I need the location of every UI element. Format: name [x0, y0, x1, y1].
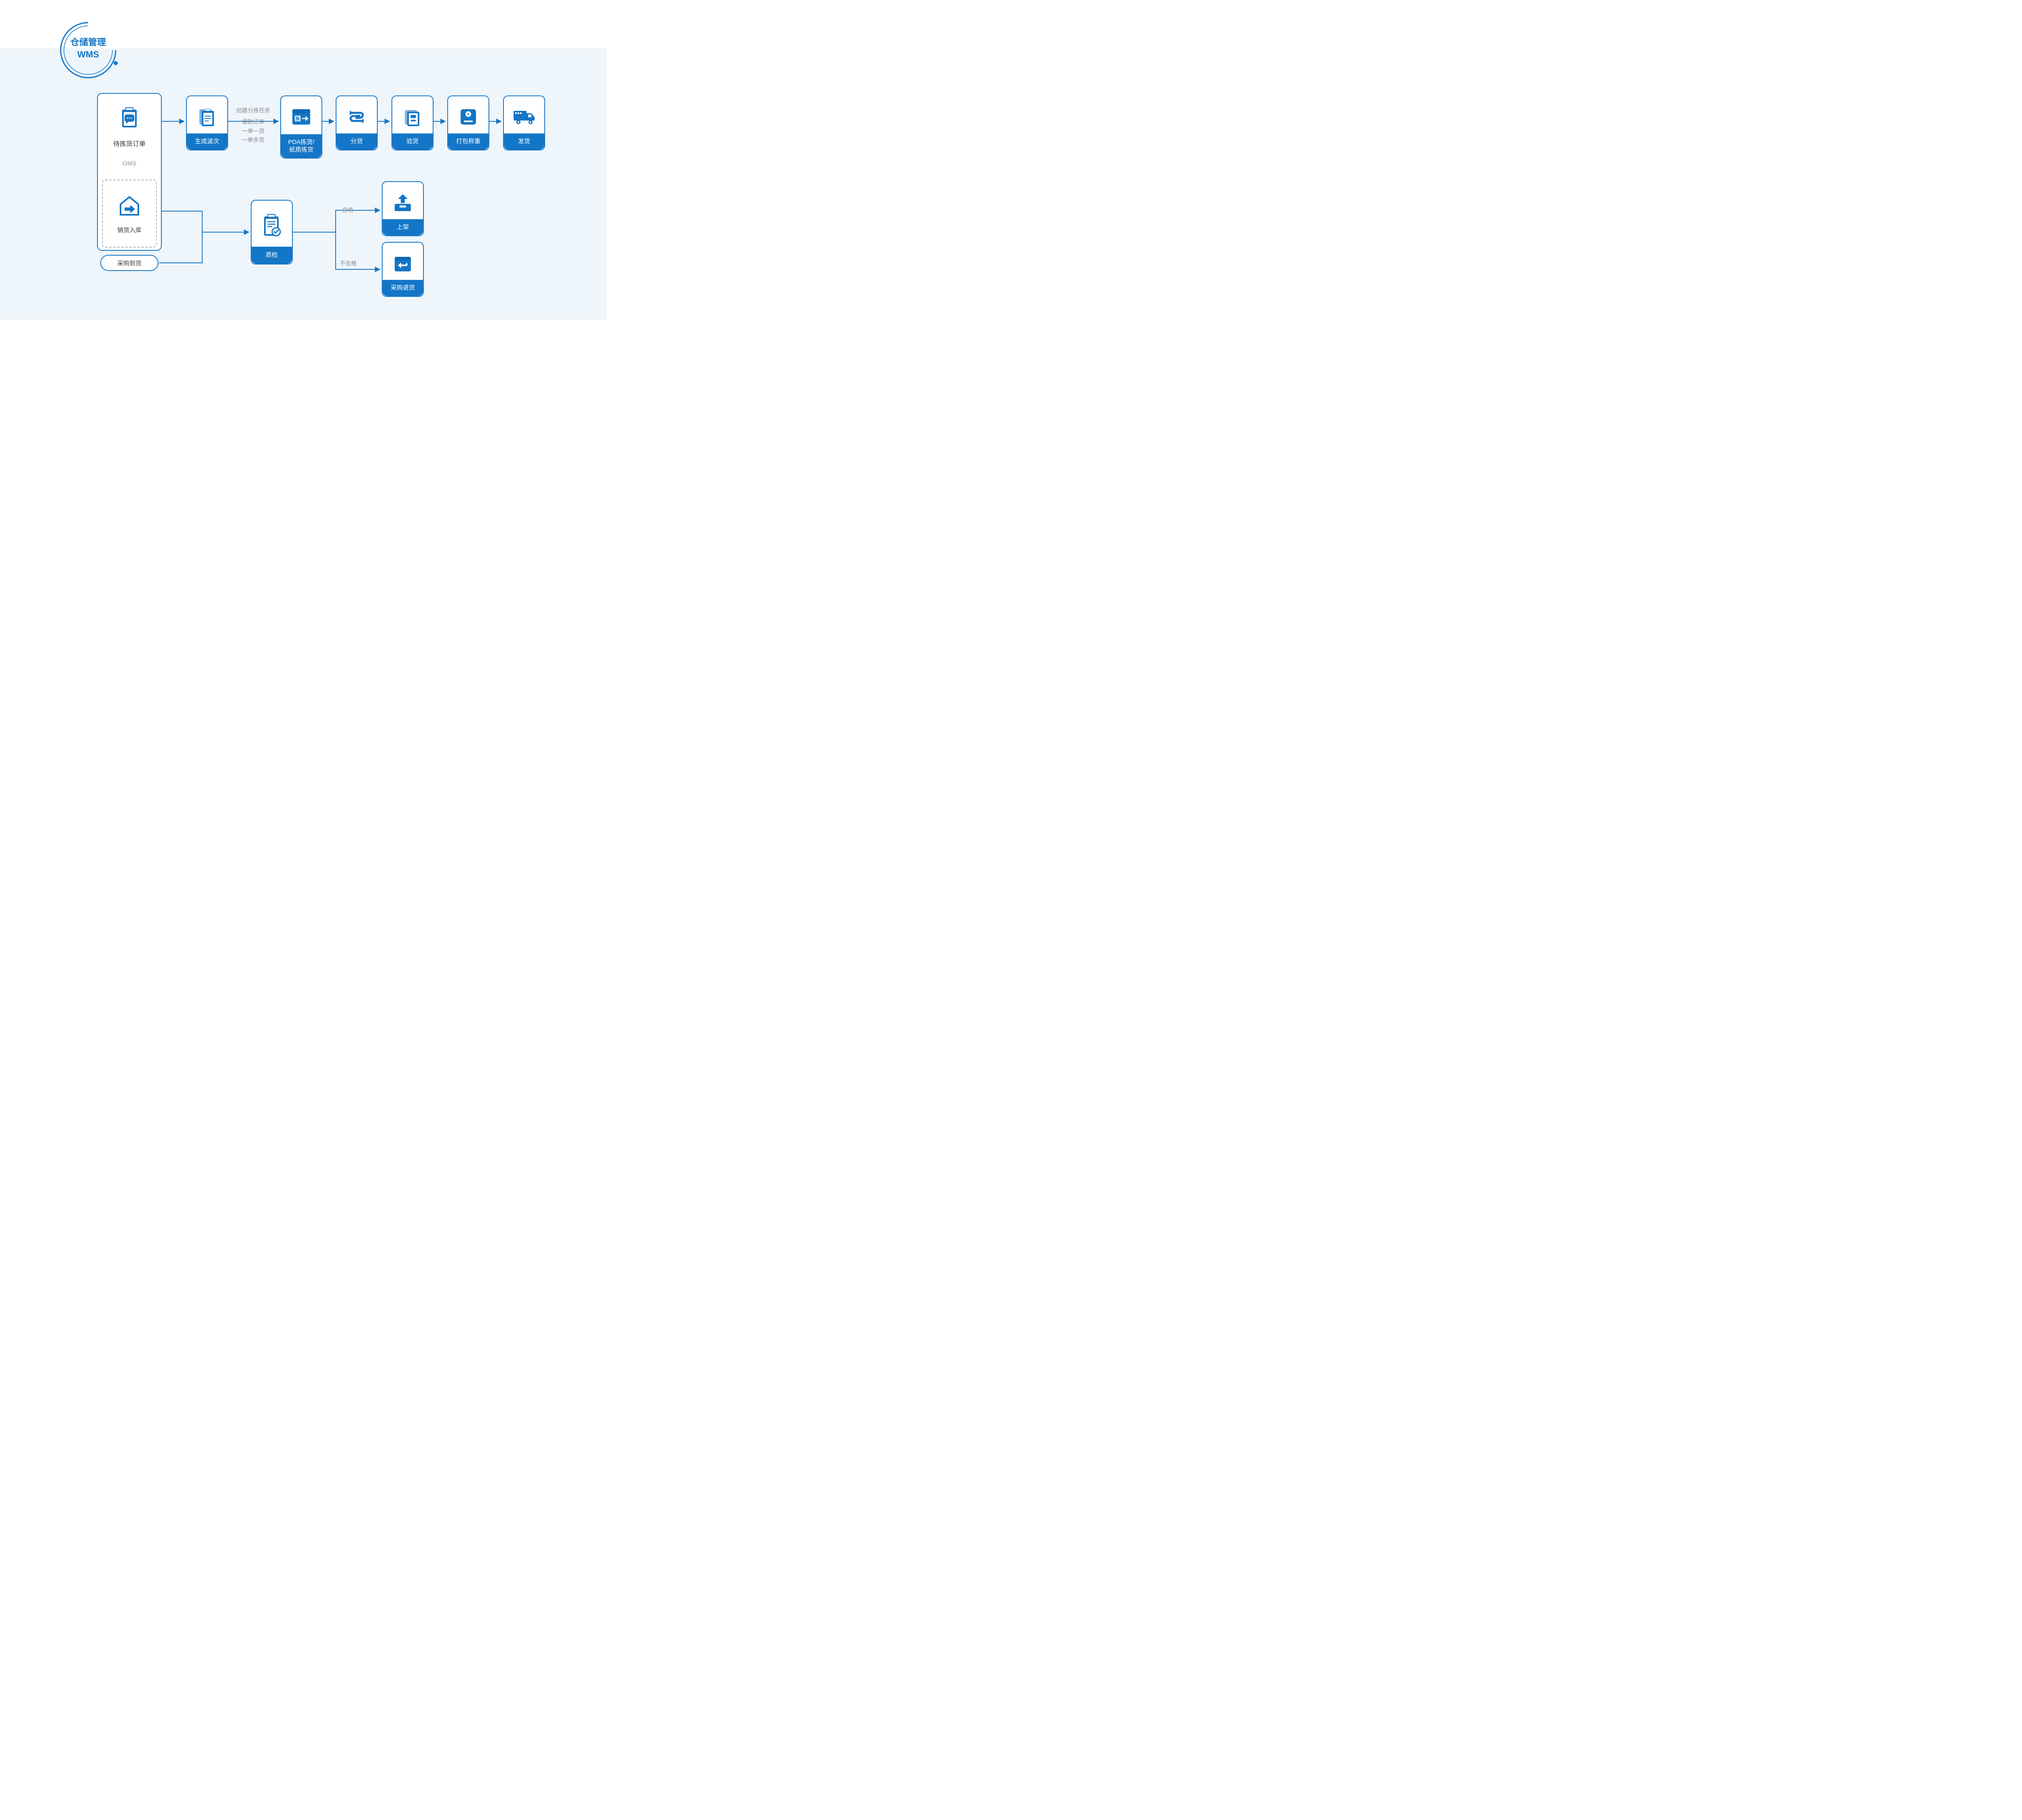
- node-shelf: 上架: [382, 181, 424, 236]
- fail-label: 不合格: [340, 259, 357, 268]
- swap-arrows-icon: [346, 101, 368, 133]
- pending-sublabel: OMS: [123, 160, 136, 167]
- qc-label: 质检: [252, 247, 292, 264]
- task-line4: 一单多货: [230, 135, 277, 144]
- node-qc: 质检: [251, 200, 293, 265]
- pass-label: 合格: [342, 205, 353, 214]
- node-inbound: 销货入库: [105, 183, 154, 243]
- shelf-label: 上架: [383, 219, 423, 235]
- return-label: 采购退货: [383, 280, 423, 296]
- inbound-label: 销货入库: [117, 226, 142, 234]
- upload-tray-icon: [392, 187, 413, 218]
- pending-label: 待拣货订单: [113, 138, 146, 148]
- node-purchase-arrive: 采购到货: [100, 255, 159, 271]
- task-line3: 一单一货: [230, 127, 277, 135]
- pick-label2: 纸质拣货: [289, 146, 313, 154]
- node-inspect: 验货: [391, 95, 434, 150]
- node-ship: 发货: [503, 95, 545, 150]
- clipboard-chat-icon: [116, 99, 142, 136]
- diagram-canvas: 仓储管理 WMS: [0, 0, 607, 341]
- task-line1: 创建分拣任务: [230, 106, 277, 115]
- stamp-icon: [402, 101, 423, 133]
- box-return-icon: [392, 248, 413, 279]
- node-sort: 分货: [336, 95, 378, 150]
- pack-label: 打包称重: [448, 133, 489, 150]
- connectors-layer: [0, 0, 607, 341]
- node-pack: 打包称重: [447, 95, 489, 150]
- sort-label: 分货: [336, 133, 377, 150]
- clipboard-stack-icon: [196, 101, 218, 133]
- purchase-arrive-label: 采购到货: [117, 259, 142, 267]
- inspect-label: 验货: [392, 133, 433, 150]
- pick-label: PDA拣货/ 纸质拣货: [281, 134, 321, 158]
- task-line2: 爆款订单: [230, 117, 277, 126]
- ship-label: 发货: [504, 133, 544, 150]
- scale-icon: [458, 101, 478, 133]
- house-arrow-icon: [118, 188, 141, 223]
- pick-box-icon: 拣: [290, 101, 313, 133]
- wave-label: 生成波次: [187, 133, 227, 150]
- node-pick: 拣 PDA拣货/ 纸质拣货: [280, 95, 322, 159]
- clipboard-check-icon: [260, 206, 283, 245]
- svg-text:拣: 拣: [296, 116, 300, 121]
- pick-label1: PDA拣货/: [288, 138, 314, 146]
- truck-icon: [512, 101, 536, 133]
- task-annotation: 创建分拣任务 爆款订单 一单一货 一单多货: [230, 106, 277, 145]
- node-wave: 生成波次: [186, 95, 228, 150]
- node-purchase-return: 采购退货: [382, 242, 424, 297]
